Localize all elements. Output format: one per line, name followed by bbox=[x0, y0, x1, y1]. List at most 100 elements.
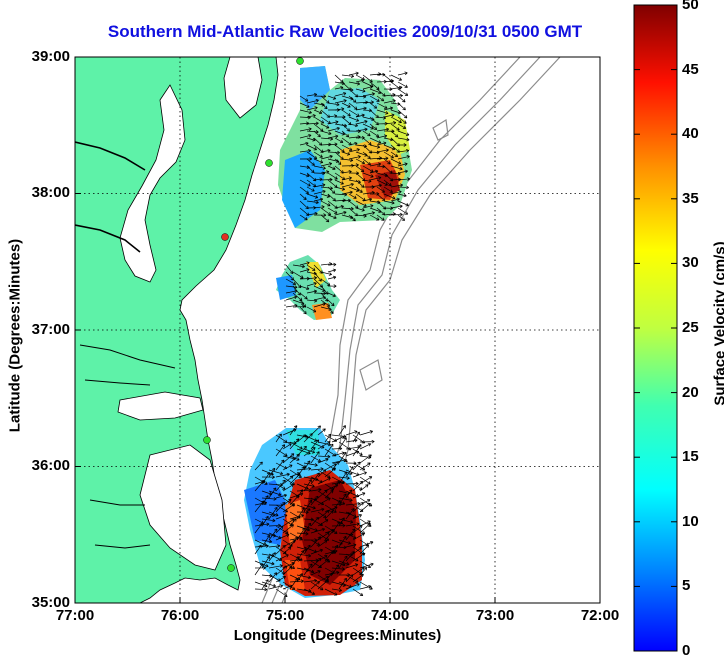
velocity-arrow bbox=[390, 116, 402, 124]
y-tick-label: 36:00 bbox=[31, 457, 70, 474]
velocity-arrow bbox=[289, 425, 298, 436]
velocity-arrow bbox=[390, 130, 399, 138]
velocity-arrow bbox=[397, 162, 408, 167]
velocity-arrow bbox=[352, 492, 366, 499]
velocity-arrow bbox=[317, 579, 329, 590]
velocity-arrow bbox=[383, 200, 395, 205]
velocity-arrow bbox=[383, 106, 394, 111]
velocity-arrow bbox=[397, 155, 410, 160]
velocity-arrow bbox=[324, 490, 334, 499]
velocity-arrow bbox=[310, 425, 321, 436]
velocity-arrow bbox=[362, 100, 374, 105]
velocity-arrow bbox=[303, 460, 311, 471]
velocity-arrow bbox=[299, 261, 310, 266]
velocity-arrow bbox=[289, 514, 305, 520]
velocity-arrow bbox=[261, 579, 269, 590]
velocity-arrow bbox=[275, 444, 286, 457]
velocity-arrow bbox=[327, 150, 340, 155]
velocity-arrow bbox=[355, 186, 363, 193]
velocity-arrow bbox=[376, 127, 390, 132]
radar-stations bbox=[203, 57, 304, 572]
velocity-arrow bbox=[348, 81, 361, 86]
velocity-arrow bbox=[313, 183, 326, 188]
velocity-arrow bbox=[299, 95, 309, 102]
velocity-arrow bbox=[306, 306, 317, 313]
velocity-arrow bbox=[313, 109, 323, 115]
velocity-arrow bbox=[275, 493, 287, 499]
velocity-arrow bbox=[383, 113, 395, 118]
velocity-arrow bbox=[390, 85, 403, 90]
velocity-arrow bbox=[320, 170, 330, 174]
velocity-arrow bbox=[331, 435, 345, 443]
velocity-arrow bbox=[254, 544, 262, 555]
velocity-arrow bbox=[397, 137, 410, 142]
velocity-arrow bbox=[359, 502, 371, 513]
velocity-arrow bbox=[362, 130, 371, 137]
velocity-arrow bbox=[397, 102, 406, 111]
velocity-arrow bbox=[327, 172, 338, 180]
velocity-arrow bbox=[320, 102, 328, 110]
velocity-arrow bbox=[376, 141, 387, 146]
velocity-arrow bbox=[261, 581, 276, 588]
velocity-arrow bbox=[282, 484, 294, 492]
velocity-arrow bbox=[352, 471, 367, 478]
velocity-arrow bbox=[359, 430, 373, 436]
velocity-arrow bbox=[310, 455, 322, 462]
velocity-arrow bbox=[338, 535, 347, 548]
velocity-arrow bbox=[289, 577, 298, 590]
velocity-arrow bbox=[275, 459, 285, 471]
velocity-arrow bbox=[383, 179, 392, 187]
velocity-arrow bbox=[299, 193, 307, 201]
velocity-arrow bbox=[310, 557, 322, 569]
velocity-arrow bbox=[383, 121, 397, 125]
velocity-arrow bbox=[390, 93, 403, 98]
velocity-arrow bbox=[338, 518, 354, 524]
velocity-arrow bbox=[369, 137, 382, 144]
velocity-arrow bbox=[359, 541, 374, 548]
velocity-arrow bbox=[397, 185, 409, 190]
velocity-arrow bbox=[310, 507, 325, 513]
velocity-arrow bbox=[317, 428, 326, 436]
velocity-arrow bbox=[324, 504, 337, 513]
velocity-arrow bbox=[275, 565, 288, 576]
velocity-arrow bbox=[320, 271, 332, 276]
velocity-arrow bbox=[334, 204, 344, 209]
velocity-arrow bbox=[268, 564, 283, 569]
x-tick-label: 77:00 bbox=[55, 607, 95, 624]
velocity-arrow bbox=[320, 154, 333, 160]
velocity-arrow bbox=[254, 480, 265, 492]
velocity-arrow bbox=[390, 183, 404, 188]
velocity-arrow bbox=[285, 264, 294, 275]
velocity-arrow bbox=[296, 574, 312, 580]
station-marker bbox=[265, 159, 273, 167]
velocity-arrow bbox=[313, 130, 321, 138]
velocity-arrow bbox=[313, 291, 327, 296]
velocity-arrow bbox=[313, 158, 324, 164]
velocity-arrow bbox=[261, 475, 275, 479]
velocity-arrow bbox=[313, 189, 326, 195]
velocity-arrow bbox=[324, 467, 336, 478]
velocity-arrow bbox=[299, 127, 312, 132]
pamlico-sound bbox=[139, 444, 227, 571]
velocity-arrow bbox=[282, 546, 292, 555]
velocity-arrow bbox=[383, 151, 394, 159]
velocity-arrow bbox=[306, 200, 319, 205]
velocity-arrow bbox=[275, 514, 288, 520]
velocity-arrow bbox=[352, 502, 364, 513]
velocity-arrow bbox=[369, 214, 380, 221]
velocity-arrow bbox=[289, 473, 301, 485]
velocity-arrow bbox=[345, 511, 357, 518]
velocity-arrow bbox=[275, 501, 286, 513]
colorbar-tick-label: 40 bbox=[682, 125, 699, 142]
velocity-arrow bbox=[289, 494, 300, 506]
velocity-arrow bbox=[306, 264, 316, 271]
velocity-arrow bbox=[254, 581, 268, 588]
potomac-river bbox=[75, 141, 146, 171]
velocity-arrow bbox=[268, 506, 278, 520]
velocity-arrow bbox=[341, 151, 351, 156]
velocity-arrow bbox=[324, 510, 334, 520]
velocity-arrow bbox=[327, 114, 338, 118]
velocity-arrow bbox=[327, 120, 339, 125]
velocity-arrow bbox=[327, 214, 337, 220]
velocity-arrow bbox=[397, 143, 407, 147]
